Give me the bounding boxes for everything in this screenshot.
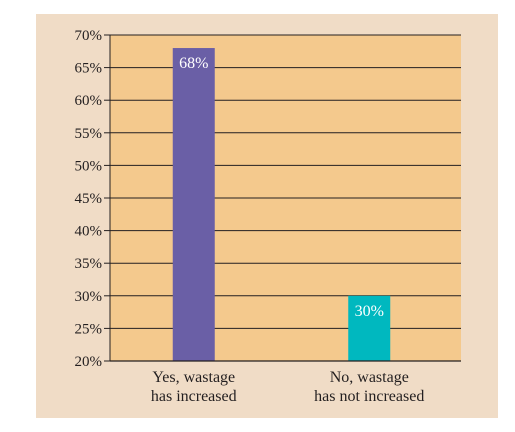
y-tick-label: 30%: [75, 289, 103, 305]
x-category-label: has not increased: [314, 388, 424, 405]
y-tick-label: 60%: [75, 93, 103, 109]
y-tick-label: 45%: [75, 191, 103, 207]
y-tick-label: 50%: [75, 158, 103, 174]
bar: [348, 295, 391, 361]
y-tick-label: 40%: [75, 224, 103, 240]
y-tick-label: 65%: [75, 61, 103, 77]
y-tick-label: 20%: [75, 354, 103, 370]
data-label: 30%: [355, 303, 384, 320]
y-tick-label: 25%: [75, 321, 103, 337]
y-tick-label: 70%: [75, 28, 103, 44]
x-category-label: has increased: [151, 388, 237, 405]
x-category-label: No, wastage: [330, 369, 409, 386]
x-category-label: Yes, wastage: [152, 369, 235, 386]
bar: [172, 48, 215, 361]
y-tick-label: 55%: [75, 126, 103, 142]
y-tick-label: 35%: [75, 256, 103, 272]
data-label: 68%: [179, 55, 208, 72]
